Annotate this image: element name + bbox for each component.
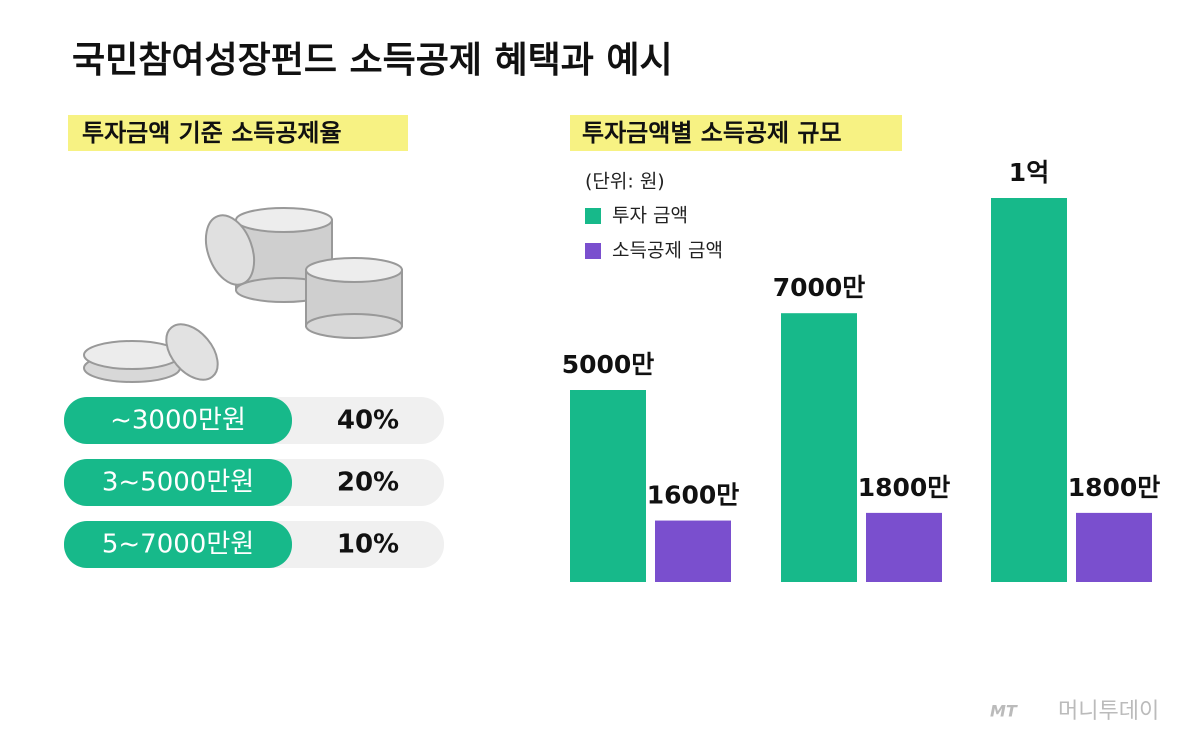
value-label: 1억 bbox=[1009, 158, 1049, 187]
brand-name: 머니투데이 bbox=[1058, 699, 1159, 724]
value-label: 5000만 bbox=[562, 350, 655, 379]
legend-label: 소득공제 금액 bbox=[612, 240, 723, 262]
heading-highlight bbox=[570, 115, 902, 151]
bar bbox=[655, 520, 731, 582]
value-label: 1800만 bbox=[858, 473, 951, 502]
title: 국민참여성장펀드 소득공제 혜택과 예시 bbox=[72, 40, 673, 81]
value-label: 1800만 bbox=[1068, 473, 1161, 502]
rate-value: 40% bbox=[337, 406, 399, 436]
value-label: 1600만 bbox=[647, 481, 740, 510]
bar bbox=[1076, 512, 1152, 582]
heading-highlight bbox=[68, 115, 408, 151]
legend-swatch bbox=[585, 243, 601, 259]
bar bbox=[991, 198, 1067, 582]
row-label-pill bbox=[64, 459, 292, 506]
chart-title: 투자금액별 소득공제 규모 bbox=[582, 119, 842, 147]
unit-note: (단위: 원) bbox=[585, 171, 665, 193]
range-label: ~3000만원 bbox=[110, 406, 246, 436]
rate-table: ~3000만원 40% 3~5000만원 20% 5~7000만원 10% bbox=[64, 397, 444, 568]
range-label: 5~7000만원 bbox=[102, 530, 254, 560]
row-label-pill bbox=[64, 397, 292, 444]
bar bbox=[781, 313, 857, 582]
bar bbox=[570, 390, 646, 582]
rate-value: 10% bbox=[337, 530, 399, 560]
row-label-pill bbox=[64, 521, 292, 568]
logo-mark: MT bbox=[990, 702, 1018, 721]
bar bbox=[866, 512, 942, 582]
rate-value: 20% bbox=[337, 468, 399, 498]
coins-illustration bbox=[83, 207, 403, 383]
section-heading: 투자금액 기준 소득공제율 bbox=[82, 119, 342, 147]
value-label: 7000만 bbox=[773, 273, 866, 302]
range-label: 3~5000만원 bbox=[102, 468, 254, 498]
legend-swatch bbox=[585, 208, 601, 224]
legend-label: 투자 금액 bbox=[612, 205, 688, 227]
